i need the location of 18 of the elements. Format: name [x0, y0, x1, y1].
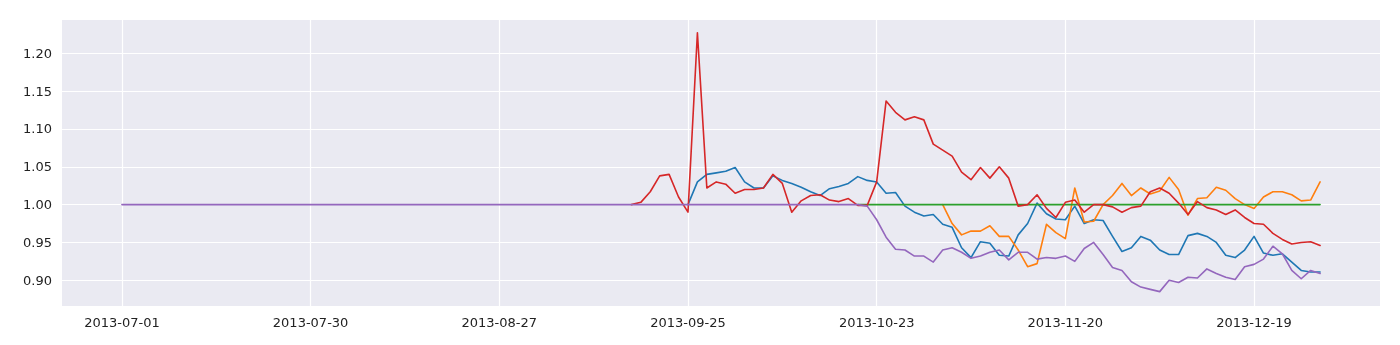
- y-tick-label: 1.10: [23, 121, 52, 137]
- x-tick-label: 2013-07-01: [84, 315, 160, 330]
- x-tick-label: 2013-09-25: [650, 315, 726, 330]
- y-tick-label: 0.90: [23, 272, 52, 288]
- y-tick-label: 0.95: [23, 234, 52, 250]
- line-series: [941, 176, 1321, 268]
- x-tick-label: 2013-12-19: [1216, 315, 1292, 330]
- line-series: [121, 203, 1321, 293]
- x-tick-label: 2013-08-27: [461, 315, 538, 330]
- y-tick-label: 1.15: [23, 83, 52, 99]
- y-tick-label: 1.05: [23, 159, 52, 175]
- line-series: [630, 32, 1321, 247]
- line-series: [687, 166, 1321, 273]
- y-tick-label: 1.20: [23, 45, 52, 61]
- x-tick-label: 2013-10-23: [838, 315, 915, 330]
- y-tick-label: 1.00: [23, 197, 52, 213]
- x-tick-label: 2013-11-20: [1027, 315, 1104, 330]
- x-tick-label: 2013-07-30: [272, 315, 349, 330]
